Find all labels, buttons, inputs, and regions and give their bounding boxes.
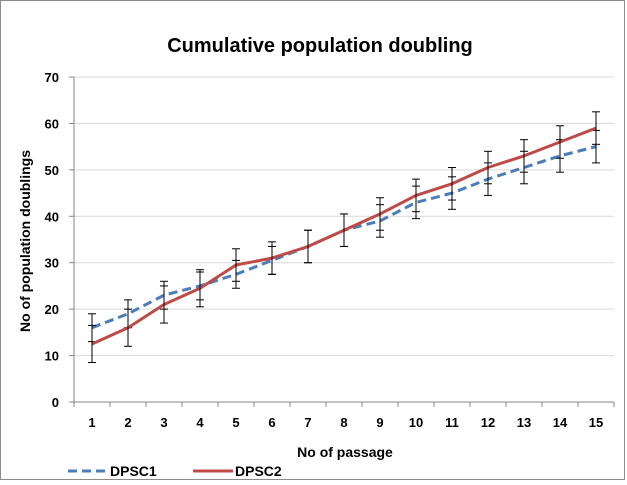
- x-tick-label: 10: [409, 415, 423, 430]
- x-tick-label: 11: [445, 415, 459, 430]
- y-tick-label: 40: [45, 209, 59, 224]
- x-axis-label: No of passage: [297, 444, 393, 460]
- chart-title: Cumulative population doubling: [167, 35, 473, 57]
- legend-label-dpsc2: DPSC2: [235, 463, 282, 479]
- y-tick-label: 10: [45, 349, 59, 364]
- x-tick-label: 4: [196, 415, 204, 430]
- x-tick-label: 14: [553, 415, 568, 430]
- y-tick-label: 70: [45, 70, 59, 85]
- x-tick-label: 13: [517, 415, 531, 430]
- x-tick-label: 15: [589, 415, 603, 430]
- x-tick-label: 3: [160, 415, 167, 430]
- x-tick-label: 1: [88, 415, 95, 430]
- x-tick-label: 12: [481, 415, 495, 430]
- y-axis-label: No of population doublings: [17, 150, 33, 332]
- x-tick-label: 8: [340, 415, 347, 430]
- y-tick-label: 30: [45, 256, 59, 271]
- legend-label-dpsc1: DPSC1: [110, 463, 157, 479]
- y-tick-label: 50: [45, 163, 59, 178]
- y-tick-label: 0: [52, 395, 59, 410]
- x-tick-label: 2: [124, 415, 131, 430]
- y-tick-label: 20: [45, 302, 59, 317]
- x-tick-label: 5: [232, 415, 239, 430]
- x-tick-label: 7: [304, 415, 311, 430]
- x-tick-label: 6: [268, 415, 275, 430]
- y-tick-label: 60: [45, 116, 59, 131]
- x-tick-label: 9: [376, 415, 383, 430]
